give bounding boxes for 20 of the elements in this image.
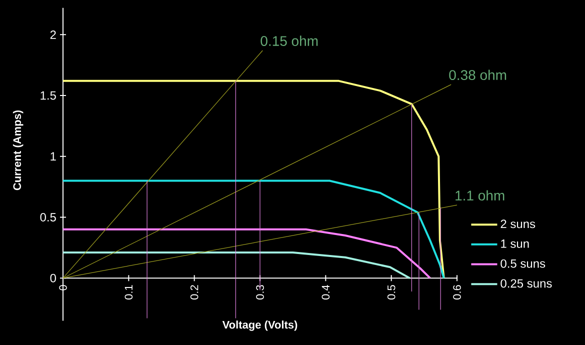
legend-label: 2 suns bbox=[500, 220, 536, 228]
x-tick-label: 0.4 bbox=[322, 284, 330, 300]
legend-label: 0.5 suns bbox=[500, 259, 546, 268]
annotation: 0.15 ohm bbox=[260, 36, 318, 46]
y-tick-label: 2 bbox=[50, 30, 56, 39]
x-tick-label: 0.6 bbox=[453, 285, 461, 300]
legend-label: 0.25 suns bbox=[500, 279, 552, 288]
x-tick-label: 0.5 bbox=[387, 285, 396, 300]
y-tick-label: 1.5 bbox=[40, 91, 56, 100]
annotation: 1.1 ohm bbox=[456, 190, 504, 201]
legend-label: 1 sun bbox=[501, 240, 529, 248]
x-tick-label: 0.1 bbox=[124, 285, 133, 300]
y-axis-title: Current (Amps) bbox=[12, 110, 24, 190]
x-tick-label: 0.2 bbox=[190, 285, 198, 300]
x-axis-title: Voltage (Volts) bbox=[222, 320, 298, 331]
y-tick-label: 1 bbox=[50, 152, 56, 161]
annotation: 0.38 ohm bbox=[449, 70, 506, 80]
y-tick-label: 0 bbox=[50, 274, 56, 282]
x-tick-label: 0.3 bbox=[256, 285, 264, 300]
y-tick-label: 0.5 bbox=[40, 213, 56, 222]
